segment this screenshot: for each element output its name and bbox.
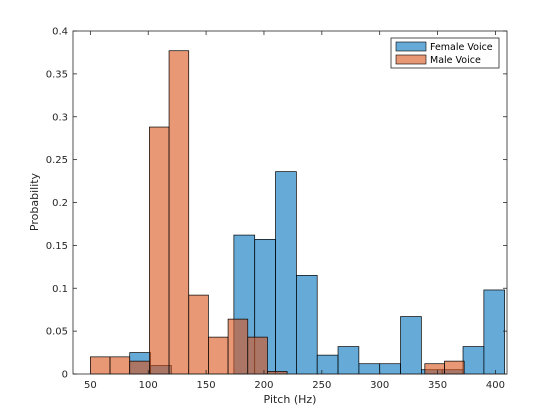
y-tick-label: 0.35: [46, 69, 68, 80]
male-voice-bar-5: [188, 294, 209, 375]
y-axis-ticks: 0 0.05 0.1 0.15 0.2 0.25 0.3 0.35 0.4: [46, 27, 507, 381]
female-voice-bar-6: [316, 354, 339, 375]
female-voice-bar-10: [400, 316, 422, 375]
legend: Female Voice Male Voice: [390, 37, 500, 69]
male-voice-bar-4: [168, 50, 190, 375]
y-tick-label: 0.15: [46, 241, 68, 252]
male-voice-bar-10: [424, 363, 445, 375]
y-tick-label: 0.1: [52, 284, 68, 295]
x-axis-label: Pitch (Hz): [264, 393, 317, 406]
x-tick-label: 100: [139, 380, 158, 391]
y-tick-label: 0: [62, 370, 68, 381]
male-voice-bar-11: [444, 360, 465, 375]
x-tick-label: 150: [197, 380, 216, 391]
female-voice-bar-7: [337, 346, 360, 375]
y-tick-label: 0.05: [46, 327, 68, 338]
x-tick-label: 300: [370, 380, 389, 391]
female-voice-bar-8: [358, 363, 381, 375]
male-voice-bar-7: [227, 318, 249, 375]
x-tick-label: 50: [84, 380, 97, 391]
female-voice-bars: [129, 171, 506, 375]
x-tick-label: 250: [312, 380, 331, 391]
female-voice-bar-9: [379, 363, 401, 375]
female-voice-bar-5: [296, 275, 318, 375]
male-voice-bar-2: [129, 360, 150, 375]
legend-swatch-female: [395, 41, 427, 52]
legend-label-female: Female Voice: [430, 42, 493, 53]
y-tick-label: 0.25: [46, 155, 68, 166]
male-voice-bar-1: [109, 356, 131, 375]
x-tick-label: 400: [486, 380, 505, 391]
male-voice-bar-0: [90, 356, 111, 375]
y-tick-label: 0.2: [52, 198, 68, 209]
y-tick-label: 0.4: [52, 27, 68, 38]
x-axis-ticks: 50 100 150 200 250 300 350 400: [84, 31, 505, 391]
legend-label-male: Male Voice: [430, 55, 481, 66]
female-voice-bar-4: [275, 171, 297, 375]
male-voice-bar-3: [149, 126, 170, 375]
female-voice-bar-13: [462, 346, 485, 375]
x-tick-label: 350: [428, 380, 447, 391]
legend-swatch-male: [395, 54, 427, 65]
x-tick-label: 200: [254, 380, 273, 391]
y-axis-label: Probability: [28, 172, 41, 231]
male-voice-bar-6: [208, 336, 229, 375]
y-tick-label: 0.3: [52, 112, 68, 123]
female-voice-bar-14: [483, 289, 506, 375]
male-voice-bars: [90, 50, 465, 375]
male-voice-bar-8: [247, 336, 268, 375]
